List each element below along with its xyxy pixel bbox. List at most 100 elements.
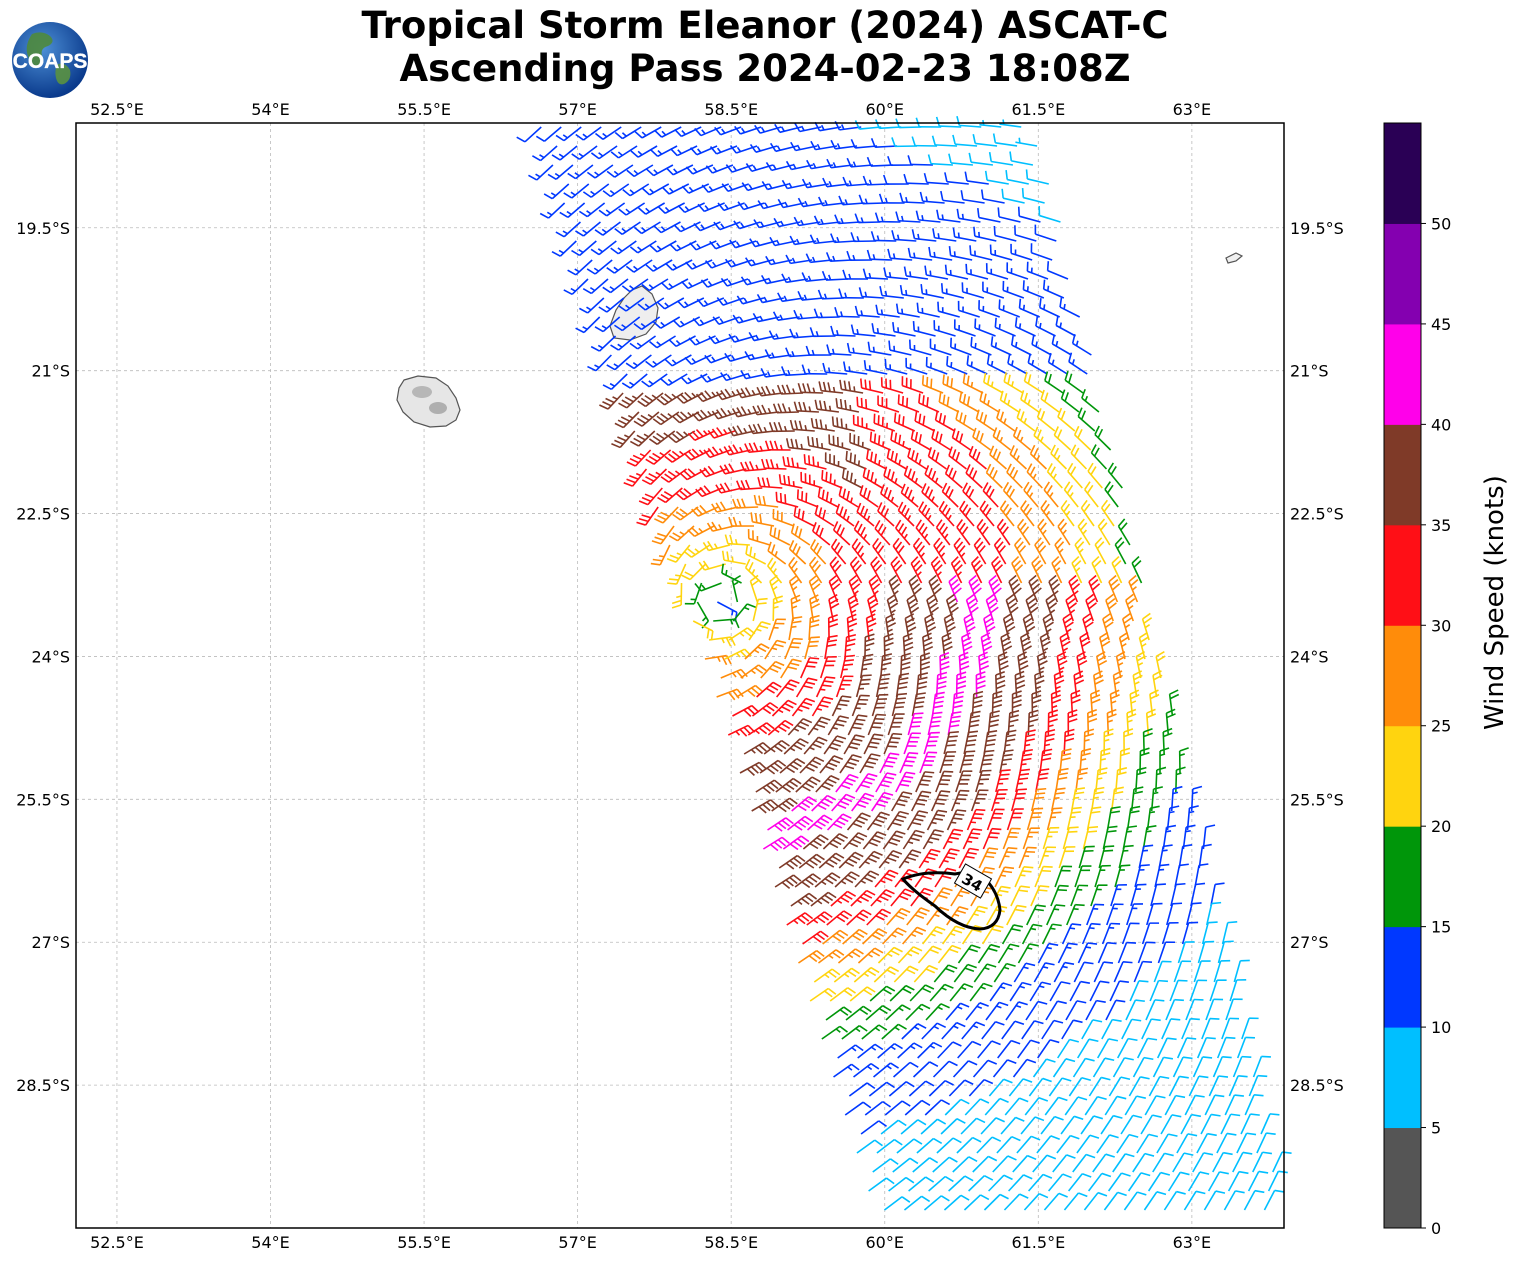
wind-barb [1028, 1077, 1052, 1097]
wind-barb [985, 463, 1003, 489]
wind-barb [750, 512, 775, 527]
wind-barb [833, 1063, 860, 1078]
wind-barb [888, 1081, 915, 1097]
wind-barb [1129, 689, 1140, 717]
wind-barb [1109, 689, 1120, 717]
wind-barb [719, 463, 747, 475]
wind-barb [1152, 1152, 1174, 1173]
wind-barb [1103, 1191, 1127, 1211]
wind-barb [1073, 961, 1094, 983]
wind-barb [709, 240, 737, 250]
wind-barb [898, 849, 922, 869]
wind-barb [571, 240, 597, 257]
wind-barb [1118, 631, 1130, 660]
wind-barb [886, 593, 899, 622]
colorbar-bin-20-25 [1384, 725, 1421, 827]
colorbar-tick-50: 50 [1431, 214, 1451, 233]
wind-barb [999, 119, 1022, 128]
wind-barb [874, 212, 901, 223]
wind-barb [1010, 335, 1032, 356]
wind-barb [1041, 923, 1062, 945]
wind-barb [875, 772, 897, 793]
wind-barb [921, 483, 939, 508]
wind-barb [963, 1194, 990, 1211]
wind-barb [721, 183, 750, 193]
wind-barb [621, 373, 648, 389]
wind-barb [646, 164, 674, 177]
wind-barb [629, 335, 657, 350]
wind-barb [865, 1004, 892, 1021]
wind-barb [785, 438, 811, 451]
wind-barb [908, 339, 932, 356]
wind-barb [870, 138, 898, 148]
wind-barb [578, 202, 606, 218]
wind-barb [636, 506, 659, 526]
wind-barb [989, 244, 1013, 261]
wind-barb [1240, 1113, 1260, 1135]
wind-barb [648, 430, 676, 445]
wind-barb [784, 637, 803, 660]
wind-barb [1045, 593, 1058, 622]
lon-tick-top-5: 60°E [866, 100, 904, 119]
wind-barb [944, 264, 969, 280]
wind-barb [764, 440, 791, 451]
wind-barb [1010, 788, 1027, 812]
wind-barb [745, 544, 767, 565]
wind-barb [811, 696, 834, 717]
wind-barb [691, 409, 720, 422]
wind-barb [1168, 689, 1180, 717]
wind-barb [1208, 1075, 1229, 1097]
wind-barb [1207, 1171, 1229, 1192]
wind-barb [1006, 808, 1024, 831]
wind-barb [1065, 1000, 1087, 1021]
wind-barb [713, 618, 740, 629]
wind-barb [756, 385, 784, 397]
wind-barb [1048, 1173, 1072, 1192]
wind-barb [1228, 1075, 1248, 1097]
wind-barb [910, 556, 923, 584]
wind-barb [1067, 462, 1083, 489]
wind-barb [1152, 1056, 1174, 1078]
wind-barb [985, 1001, 1009, 1021]
wind-barb [883, 466, 903, 489]
wind-barb [1192, 1056, 1213, 1078]
wind-barb [818, 852, 845, 869]
wind-barb [621, 278, 649, 293]
wind-barb [767, 719, 794, 736]
wind-barb [1272, 1151, 1292, 1173]
wind-barb [835, 398, 860, 413]
wind-barb [606, 354, 632, 371]
wind-barb [563, 278, 589, 296]
wind-barb [879, 286, 904, 299]
wind-barb [950, 789, 970, 812]
wind-barb [844, 633, 857, 660]
wind-barb [1008, 574, 1022, 603]
wind-barb [832, 521, 851, 546]
colorbar-tick-0: 0 [1431, 1219, 1441, 1238]
wind-barb [892, 537, 907, 565]
wind-barb [657, 487, 683, 504]
wind-barb [817, 289, 844, 300]
wind-barb [715, 482, 743, 494]
wind-barb [809, 327, 836, 338]
wind-barb [753, 494, 779, 508]
wind-barb [599, 392, 624, 410]
wind-barb [997, 651, 1009, 679]
wind-barb [785, 347, 812, 358]
wind-barb [1147, 1171, 1171, 1192]
wind-barb [896, 1138, 923, 1154]
wind-barb [649, 240, 677, 253]
wind-barb [641, 373, 668, 388]
wind-barb [866, 811, 890, 831]
wind-barb [752, 404, 780, 416]
wind-barb [1097, 941, 1117, 964]
lon-tick-bottom-4: 58.5°E [704, 1233, 758, 1252]
wind-barb [778, 474, 803, 489]
wind-barb [1203, 1190, 1226, 1211]
wind-barb [839, 654, 855, 679]
wind-barb [685, 164, 714, 175]
wind-barb [957, 944, 981, 964]
wind-barb [948, 246, 973, 261]
wind-barb [978, 300, 1000, 318]
wind-barb [1083, 1191, 1108, 1211]
